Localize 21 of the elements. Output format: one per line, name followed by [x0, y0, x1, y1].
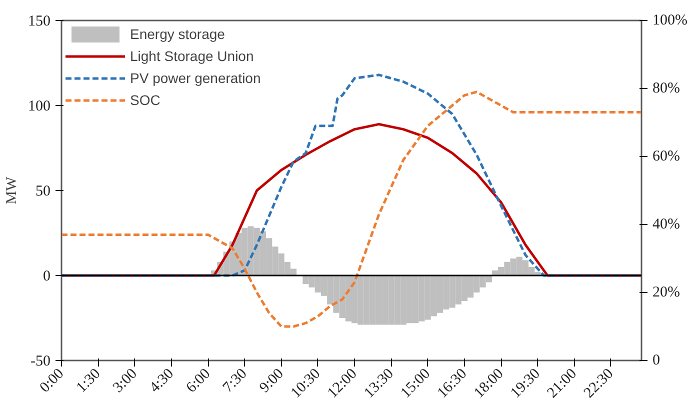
x-tick-label: 9:00	[256, 366, 287, 396]
x-tick-label: 4:30	[146, 366, 178, 396]
y2-tick-label: 20%	[652, 284, 680, 300]
y2-tick-label: 60%	[652, 148, 680, 164]
x-tick-label: 7:30	[220, 366, 250, 396]
legend-label: PV power generation	[130, 70, 261, 86]
x-tick-label: 6:00	[184, 366, 214, 396]
legend-label: Light Storage Union	[130, 48, 254, 64]
x-tick-label: 1:30	[74, 366, 104, 396]
y-tick-label: 50	[36, 184, 50, 200]
x-tick-label: 3:00	[110, 366, 140, 396]
legend-label: Energy storage	[130, 26, 225, 42]
y2-tick-label: 40%	[652, 216, 680, 232]
y-tick-label: 0	[43, 268, 50, 284]
y-tick-label: 150	[28, 14, 50, 30]
legend-label: SOC	[130, 92, 160, 108]
y2-tick-label: 80%	[652, 80, 680, 96]
y-tick-label: 100	[28, 98, 50, 114]
y2-tick-label: 0	[652, 352, 660, 368]
y2-tick-label: 100%	[652, 12, 688, 28]
y-axis-title: MW	[4, 176, 20, 204]
